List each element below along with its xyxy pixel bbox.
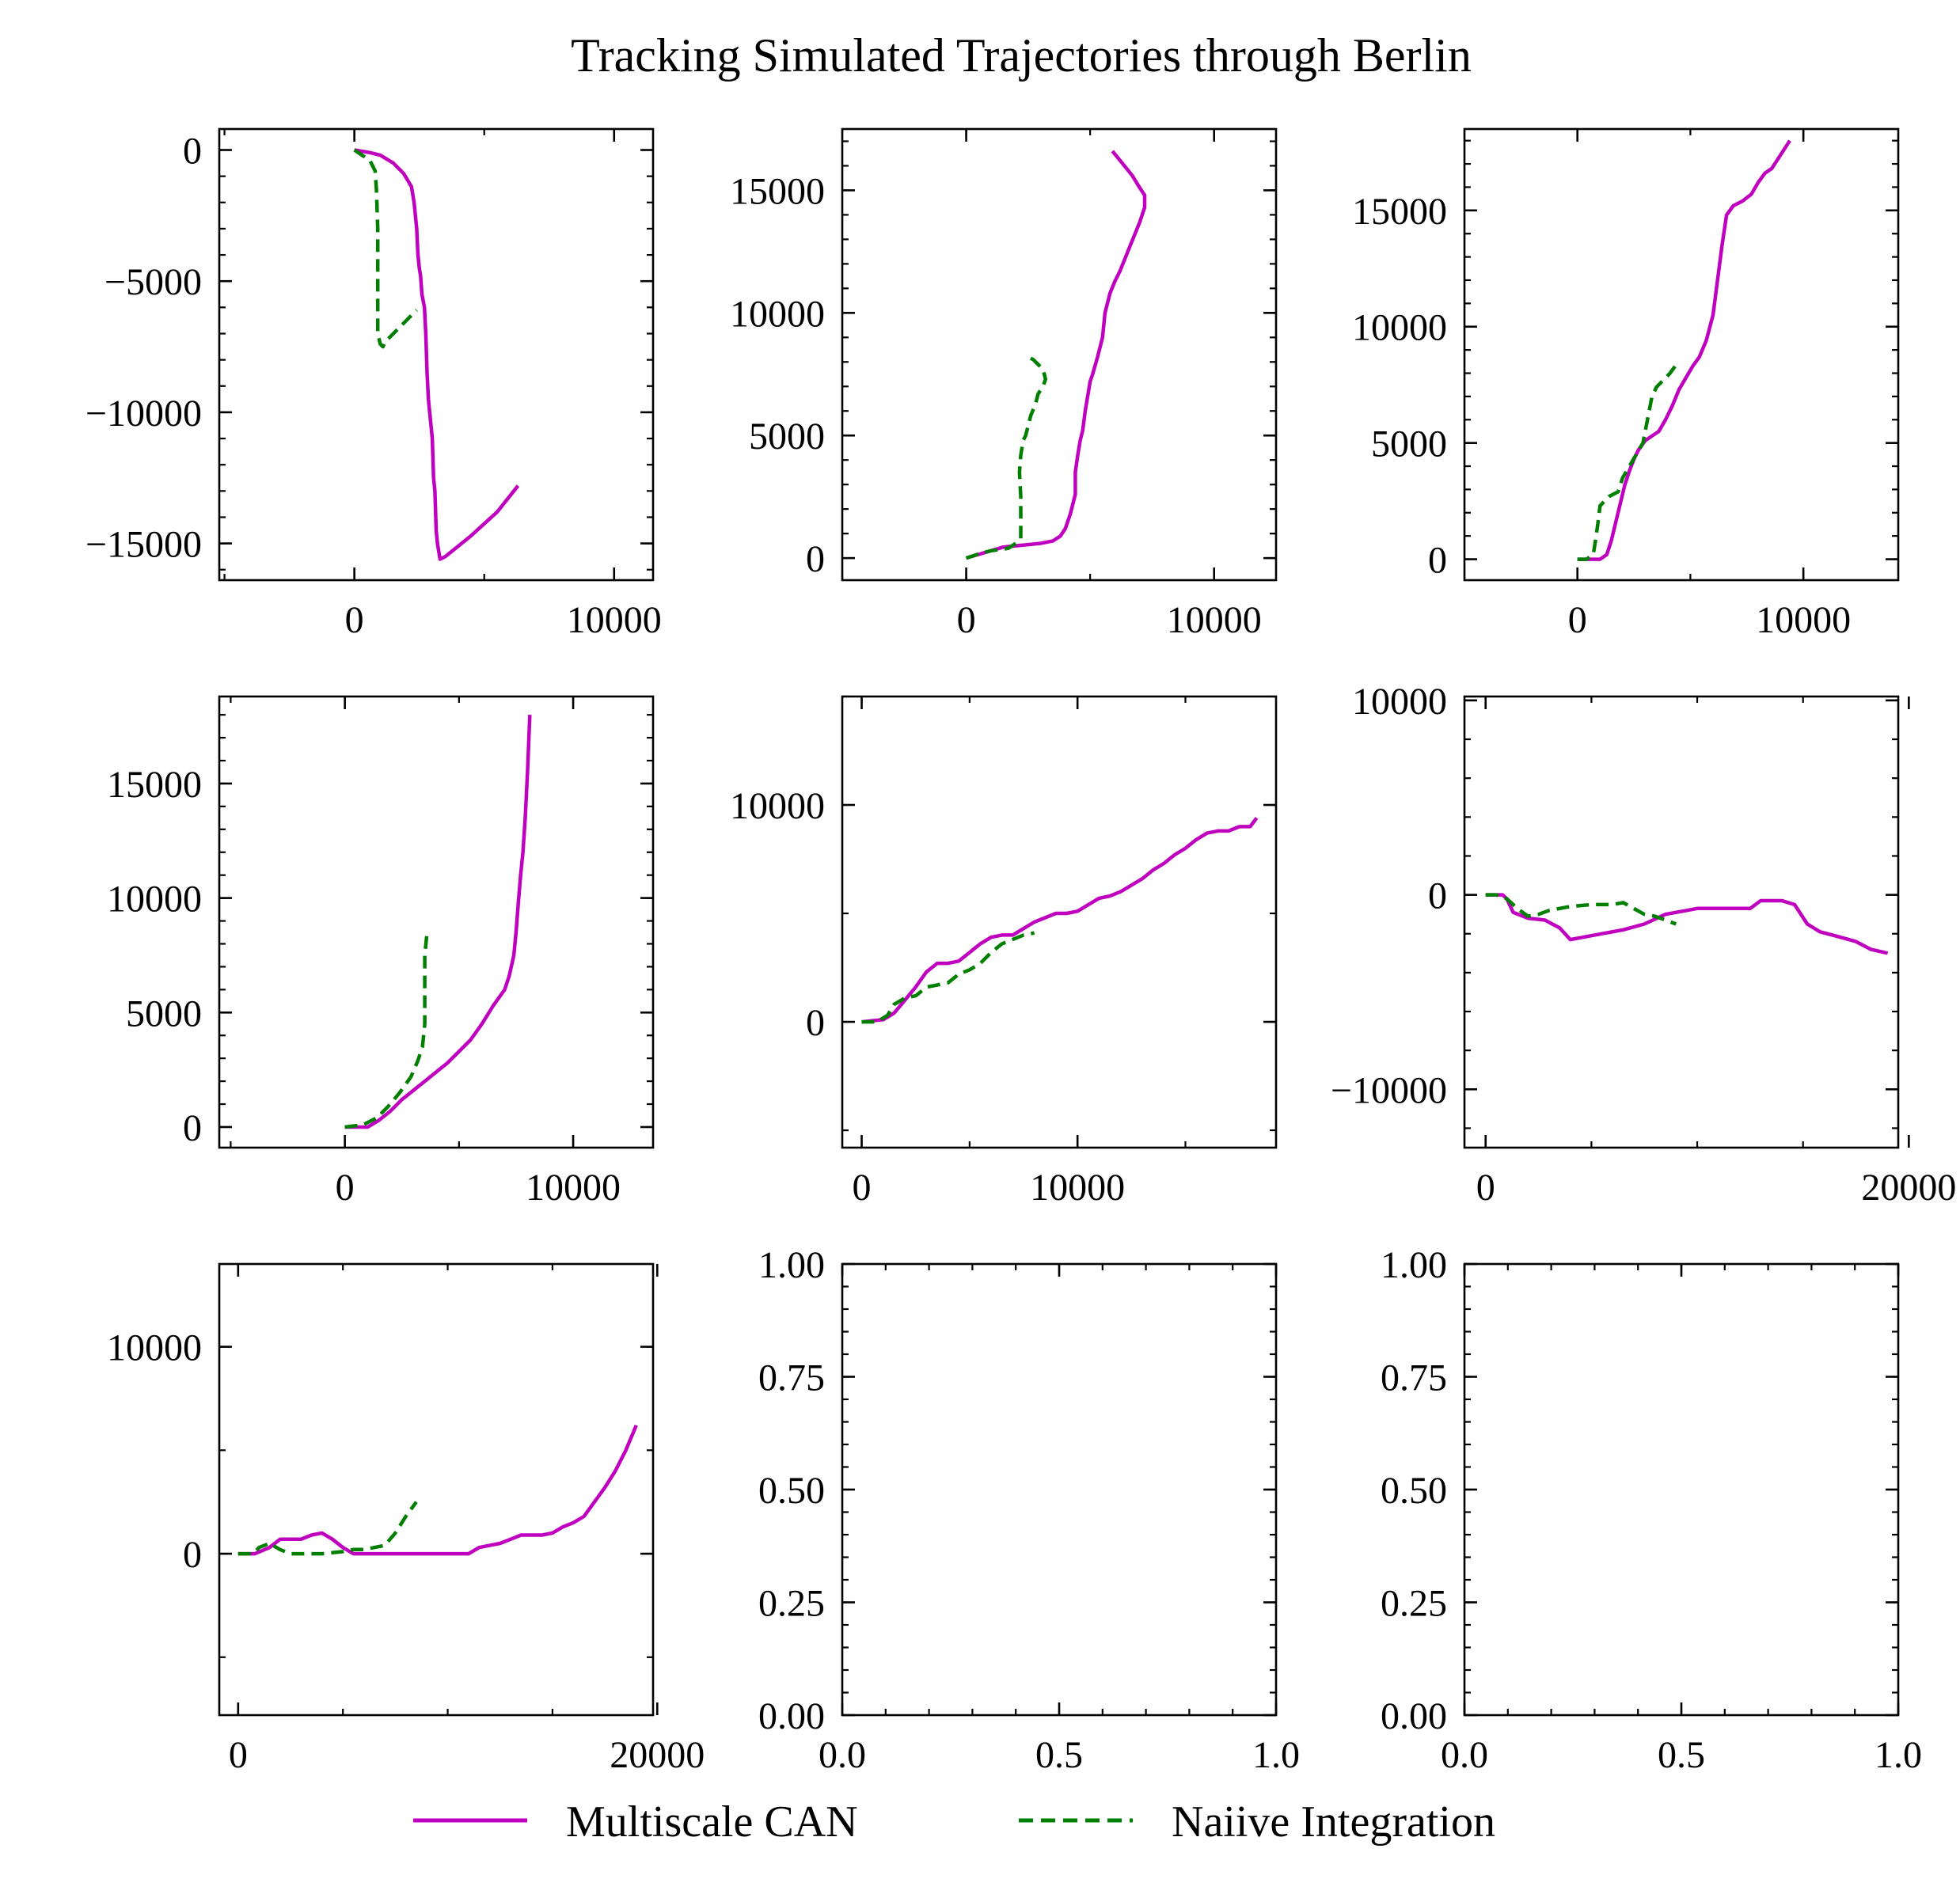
x-tick-label: 0 <box>336 1167 355 1209</box>
series-line-multiscale-can <box>861 817 1259 1024</box>
x-tick-label: 10000 <box>1756 599 1851 641</box>
y-tick-label: 0 <box>806 538 825 580</box>
y-tick-label: 0.75 <box>758 1357 825 1399</box>
y-tick-label: 1.00 <box>1381 1244 1447 1286</box>
x-tick-label: 1.0 <box>1875 1734 1922 1776</box>
y-tick-label: −5000 <box>104 261 202 303</box>
y-tick-label: 10000 <box>1352 307 1447 349</box>
subplot-1: 0 10000 0 −5000 −10000 −15000 <box>85 127 662 641</box>
x-tick-label: 10000 <box>1167 599 1262 641</box>
series-line-naiive-integration <box>353 148 418 349</box>
y-tick-label: 10000 <box>730 293 825 335</box>
legend-label-multiscale-can: Multiscale CAN <box>566 1797 858 1847</box>
axes-frame <box>1463 127 1900 582</box>
subplot-6: 0 20000 10000 0 −10000 <box>1331 681 1956 1209</box>
subplot-4: 0 10000 0 5000 10000 15000 <box>107 695 655 1209</box>
subplot-grid: 0 10000 0 −5000 −10000 −15000 0 10000 0 5000 10000… <box>85 127 1956 1776</box>
y-tick-label: 0.50 <box>758 1470 825 1512</box>
y-tick-label: 0.50 <box>1381 1470 1447 1512</box>
y-tick-label: −15000 <box>85 524 202 566</box>
series-line-multiscale-can <box>1485 893 1889 955</box>
series-line-naiive-integration <box>237 1501 418 1556</box>
subplot-9: 0.0 0.5 1.0 0.00 0.25 0.50 0.75 1.00 <box>1381 1244 1922 1776</box>
y-tick-label: 0 <box>1428 540 1447 582</box>
series-line-naiive-integration <box>965 355 1048 560</box>
figure-title: Tracking Simulated Trajectories through … <box>571 29 1472 82</box>
x-tick-label: 0.5 <box>1658 1734 1705 1776</box>
y-tick-label: 5000 <box>126 993 202 1034</box>
series-line-multiscale-can <box>1577 139 1791 561</box>
y-tick-label: 0 <box>183 1107 202 1149</box>
y-tick-label: 0 <box>183 131 202 173</box>
y-tick-label: 0.00 <box>758 1695 825 1737</box>
x-tick-label: 0 <box>957 599 976 641</box>
x-tick-label: 0 <box>229 1734 248 1776</box>
legend-label-naiive-integration: Naiive Integration <box>1172 1797 1495 1847</box>
axes-frame <box>841 127 1278 582</box>
x-tick-label: 20000 <box>610 1734 705 1776</box>
y-tick-label: 10000 <box>1352 681 1447 723</box>
x-tick-label: 1.0 <box>1252 1734 1300 1776</box>
subplot-2: 0 10000 0 5000 10000 15000 <box>730 127 1278 641</box>
y-tick-label: 10000 <box>107 879 202 920</box>
x-tick-label: 0 <box>345 599 364 641</box>
series-line-multiscale-can <box>354 148 520 561</box>
series-line-multiscale-can <box>344 715 532 1129</box>
axes-frame <box>1463 695 1900 1149</box>
axes-frame <box>218 695 655 1149</box>
axes-frame <box>1463 1262 1900 1717</box>
series-line-naiive-integration <box>344 932 429 1129</box>
y-tick-label: 0 <box>1428 875 1447 917</box>
y-tick-label: 15000 <box>730 170 825 212</box>
x-tick-label: 10000 <box>567 599 662 641</box>
series-line-multiscale-can <box>237 1425 638 1556</box>
subplot-7: 0 20000 0 10000 <box>107 1262 705 1776</box>
x-tick-label: 20000 <box>1861 1167 1956 1209</box>
x-tick-label: 0 <box>1476 1167 1495 1209</box>
series-line-naiive-integration <box>1577 362 1679 561</box>
x-tick-label: 0.0 <box>1441 1734 1488 1776</box>
subplot-8: 0.0 0.5 1.0 0.00 0.25 0.50 0.75 1.00 <box>758 1244 1300 1776</box>
y-tick-label: 0 <box>183 1534 202 1576</box>
series-line-multiscale-can <box>965 150 1147 560</box>
y-tick-label: 5000 <box>1371 423 1447 465</box>
y-tick-label: 15000 <box>107 764 202 806</box>
x-tick-label: 0 <box>1568 599 1587 641</box>
axes-frame <box>218 1262 655 1717</box>
legend: Multiscale CAN Naiive Integration <box>413 1797 1495 1847</box>
axes-frame <box>841 695 1278 1149</box>
x-tick-label: 0.5 <box>1035 1734 1083 1776</box>
x-tick-label: 0 <box>853 1167 872 1209</box>
y-tick-label: 1.00 <box>758 1244 825 1286</box>
x-tick-label: 10000 <box>1030 1167 1125 1209</box>
axes-frame <box>841 1262 1278 1717</box>
y-tick-label: 0.25 <box>758 1583 825 1625</box>
y-tick-label: −10000 <box>85 393 202 435</box>
series-line-naiive-integration <box>1485 893 1677 926</box>
y-tick-label: 15000 <box>1352 191 1447 233</box>
y-tick-label: 0.25 <box>1381 1583 1447 1625</box>
y-tick-label: 10000 <box>107 1327 202 1369</box>
series-line-naiive-integration <box>861 931 1035 1024</box>
y-tick-label: −10000 <box>1331 1069 1447 1111</box>
axes-frame <box>218 127 655 582</box>
y-tick-label: 0.00 <box>1381 1695 1447 1737</box>
y-tick-label: 0 <box>806 1002 825 1044</box>
y-tick-label: 0.75 <box>1381 1357 1447 1399</box>
x-tick-label: 10000 <box>526 1167 621 1209</box>
y-tick-label: 10000 <box>730 785 825 827</box>
x-tick-label: 0.0 <box>819 1734 866 1776</box>
subplot-3: 0 10000 0 5000 10000 15000 <box>1352 127 1900 641</box>
y-tick-label: 5000 <box>749 416 825 457</box>
subplot-5: 0 10000 0 10000 <box>730 695 1278 1209</box>
